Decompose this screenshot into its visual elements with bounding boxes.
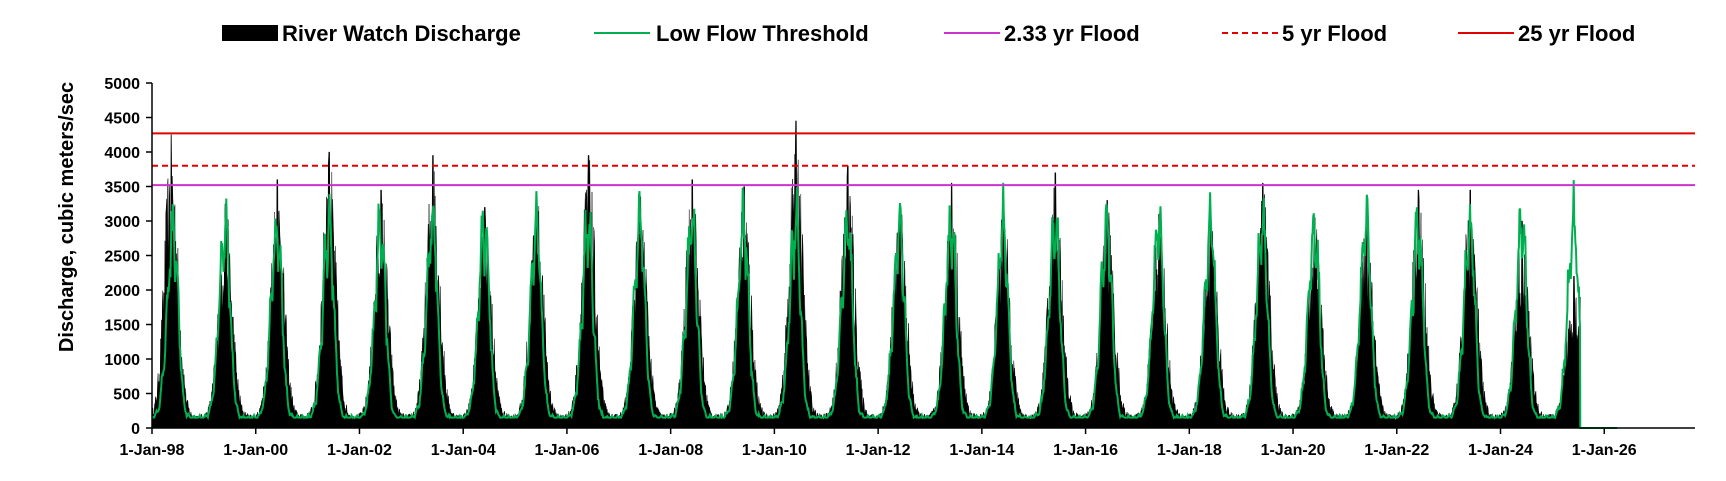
legend-label: 5 yr Flood [1282,21,1387,46]
x-tick-label: 1-Jan-18 [1157,442,1222,459]
y-tick-label: 2000 [104,283,140,300]
flood-lines-group [152,132,1695,187]
legend-label: 25 yr Flood [1518,21,1635,46]
x-tick-label: 1-Jan-16 [1053,442,1118,459]
legend-label: 2.33 yr Flood [1004,21,1140,46]
x-tick-label: 1-Jan-06 [534,442,599,459]
y-tick-label: 0 [131,421,140,438]
legend-swatch [222,25,278,41]
axes-group: 0 500 1000 1500 2000 2500 3000 3500 4000 4500 5000… [104,76,1695,459]
legend-label: River Watch Discharge [282,21,521,46]
x-tick-label: 1-Jan-00 [223,442,288,459]
y-tick-label: 3500 [104,180,140,197]
legend: River Watch Discharge Low Flow Threshold 2… [222,21,1635,46]
x-tick-label: 1-Jan-02 [327,442,392,459]
x-tick-label: 1-Jan-22 [1364,442,1429,459]
y-tick-label: 5000 [104,76,140,93]
x-tick-label: 1-Jan-98 [120,442,185,459]
y-tick-label: 1000 [104,352,140,369]
discharge-area-group [151,120,1581,429]
x-tick-label: 1-Jan-24 [1468,442,1533,459]
x-tick-label: 1-Jan-26 [1572,442,1637,459]
x-tick-label: 1-Jan-14 [949,442,1014,459]
y-axis-title: Discharge, cubic meters/sec [56,82,78,352]
low-flow-threshold-line [151,180,1618,429]
x-tick-label: 1-Jan-08 [638,442,703,459]
x-tick-label: 1-Jan-10 [742,442,807,459]
plot-area: 0 500 1000 1500 2000 2500 3000 3500 4000 4500 5000… [104,76,1695,459]
y-tick-label: 4000 [104,145,140,162]
y-tick-label: 4500 [104,111,140,128]
x-tick-label: 1-Jan-12 [846,442,911,459]
y-tick-label: 1500 [104,318,140,335]
legend-label: Low Flow Threshold [656,21,869,46]
y-tick-label: 2500 [104,249,140,266]
x-tick-label: 1-Jan-04 [431,442,496,459]
y-tick-label: 3000 [104,214,140,231]
y-tick-label: 500 [113,387,140,404]
x-tick-label: 1-Jan-20 [1261,442,1326,459]
discharge-area [151,120,1581,429]
low-flow-line-group [151,180,1618,429]
